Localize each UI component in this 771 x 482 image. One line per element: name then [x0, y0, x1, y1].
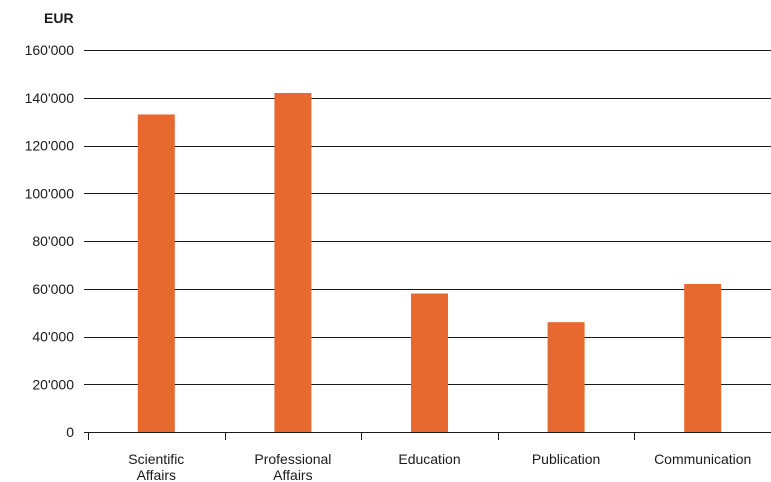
bar — [547, 322, 585, 432]
x-tick-labels: Scientific Affairs Professional Affairs Educ… — [128, 451, 751, 482]
x-tick-label: Professional Affairs — [254, 451, 331, 482]
y-tick-label: 80'000 — [32, 233, 74, 249]
y-tick-label: 120'000 — [25, 138, 75, 154]
bar — [137, 114, 175, 433]
x-axis — [88, 432, 771, 440]
bar — [684, 283, 722, 432]
bar — [411, 293, 448, 432]
x-tick-label: Education — [398, 451, 460, 467]
x-tick-label: Publication — [532, 451, 601, 467]
y-tick-labels: 0 20'000 40'000 60'000 80'000 100'000 120'000 1… — [25, 42, 75, 440]
y-tick-label: 20'000 — [32, 376, 74, 392]
bar — [274, 92, 312, 432]
y-tick-label: 60'000 — [32, 281, 74, 297]
y-tick-label: 100'000 — [25, 185, 75, 201]
y-tick-label: 40'000 — [32, 329, 74, 345]
x-tick-label: Communication — [654, 451, 751, 467]
y-unit-label: EUR — [44, 10, 74, 26]
y-tick-label: 160'000 — [25, 42, 75, 58]
x-tick-label: Scientific Affairs — [128, 451, 184, 482]
gridlines — [84, 50, 771, 433]
y-tick-label: 0 — [66, 424, 74, 440]
bars — [137, 92, 722, 433]
y-tick-label: 140'000 — [25, 90, 75, 106]
